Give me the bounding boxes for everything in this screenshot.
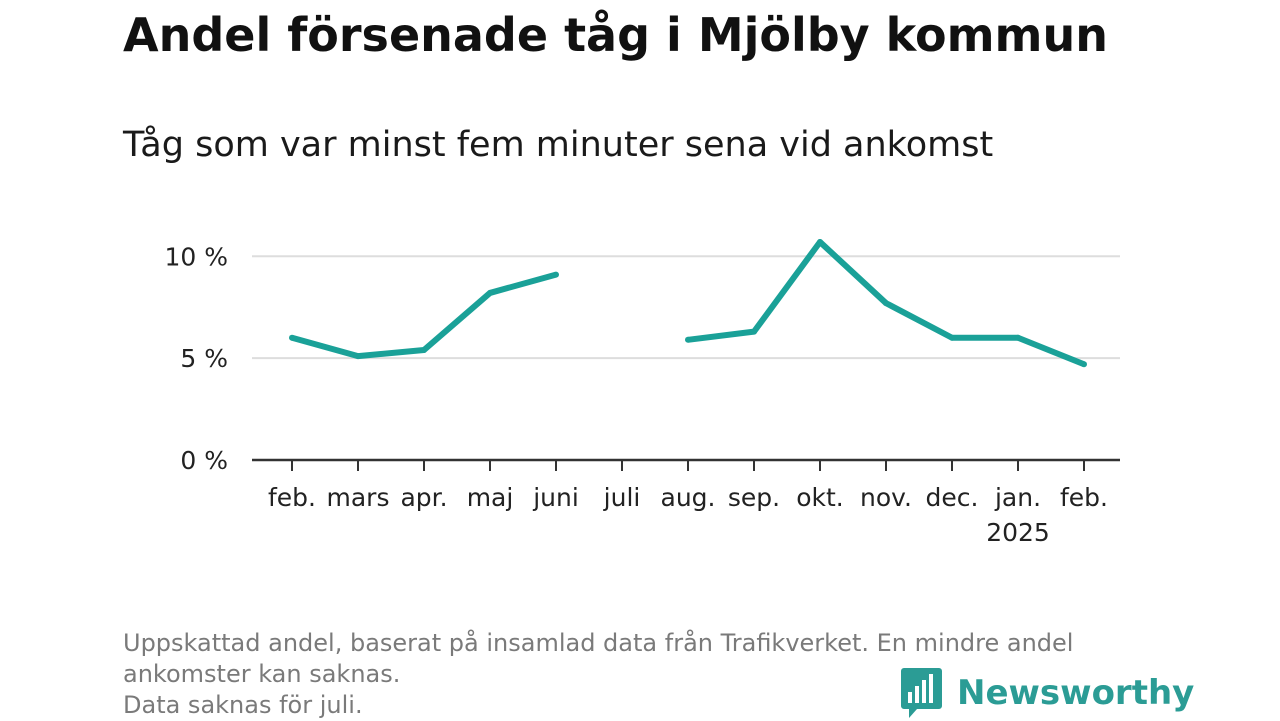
data-point [553,271,559,278]
x-tick-label: apr. [400,483,447,512]
x-year-label: 2025 [986,518,1050,547]
data-point [1081,361,1087,368]
data-point [883,300,889,307]
chart-subtitle: Tåg som var minst fem minuter sena vid a… [123,125,994,165]
x-tick-label: jan. [994,483,1041,512]
data-point [289,334,295,341]
data-point [487,289,493,296]
brand-name: Newsworthy [957,673,1195,713]
x-tick-label: feb. [268,483,316,512]
x-tick-label: dec. [926,483,979,512]
x-tick-label: okt. [796,483,844,512]
x-tick-label: nov. [860,483,912,512]
x-tick-label: mars [327,483,390,512]
y-tick-label: 0 % [180,446,228,475]
footnote-line-3: Data saknas för juli. [123,691,363,719]
data-point [751,328,757,335]
data-point [817,239,823,245]
data-point [685,336,691,343]
y-tick-label: 5 % [180,344,228,373]
series-line [291,271,557,360]
footnote-line-1: Uppskattad andel, baserat på insamlad da… [123,629,1074,657]
y-tick-label: 10 % [164,242,228,271]
x-tick-label: aug. [661,483,716,512]
line-chart: 0 % 5 % 10 % feb. mars apr. maj juni juli aug. sep… [164,239,1120,547]
x-tick-label: juli [603,483,641,512]
newsworthy-logo: Newsworthy [901,668,1194,718]
data-point [355,353,361,360]
footnote-line-2: ankomster kan saknas. [123,660,401,688]
x-tick-label: feb. [1060,483,1108,512]
x-tick-label: sep. [728,483,780,512]
footnote: Uppskattad andel, baserat på insamlad da… [123,628,1073,721]
data-point [949,334,955,341]
x-tick-label: juni [532,483,579,512]
data-point [1015,334,1021,341]
data-point [421,346,427,353]
chart-title: Andel försenade tåg i Mjölby kommun [123,8,1108,62]
bar-chart-speech-bubble-icon [901,668,942,718]
x-tick-label: maj [467,483,514,512]
